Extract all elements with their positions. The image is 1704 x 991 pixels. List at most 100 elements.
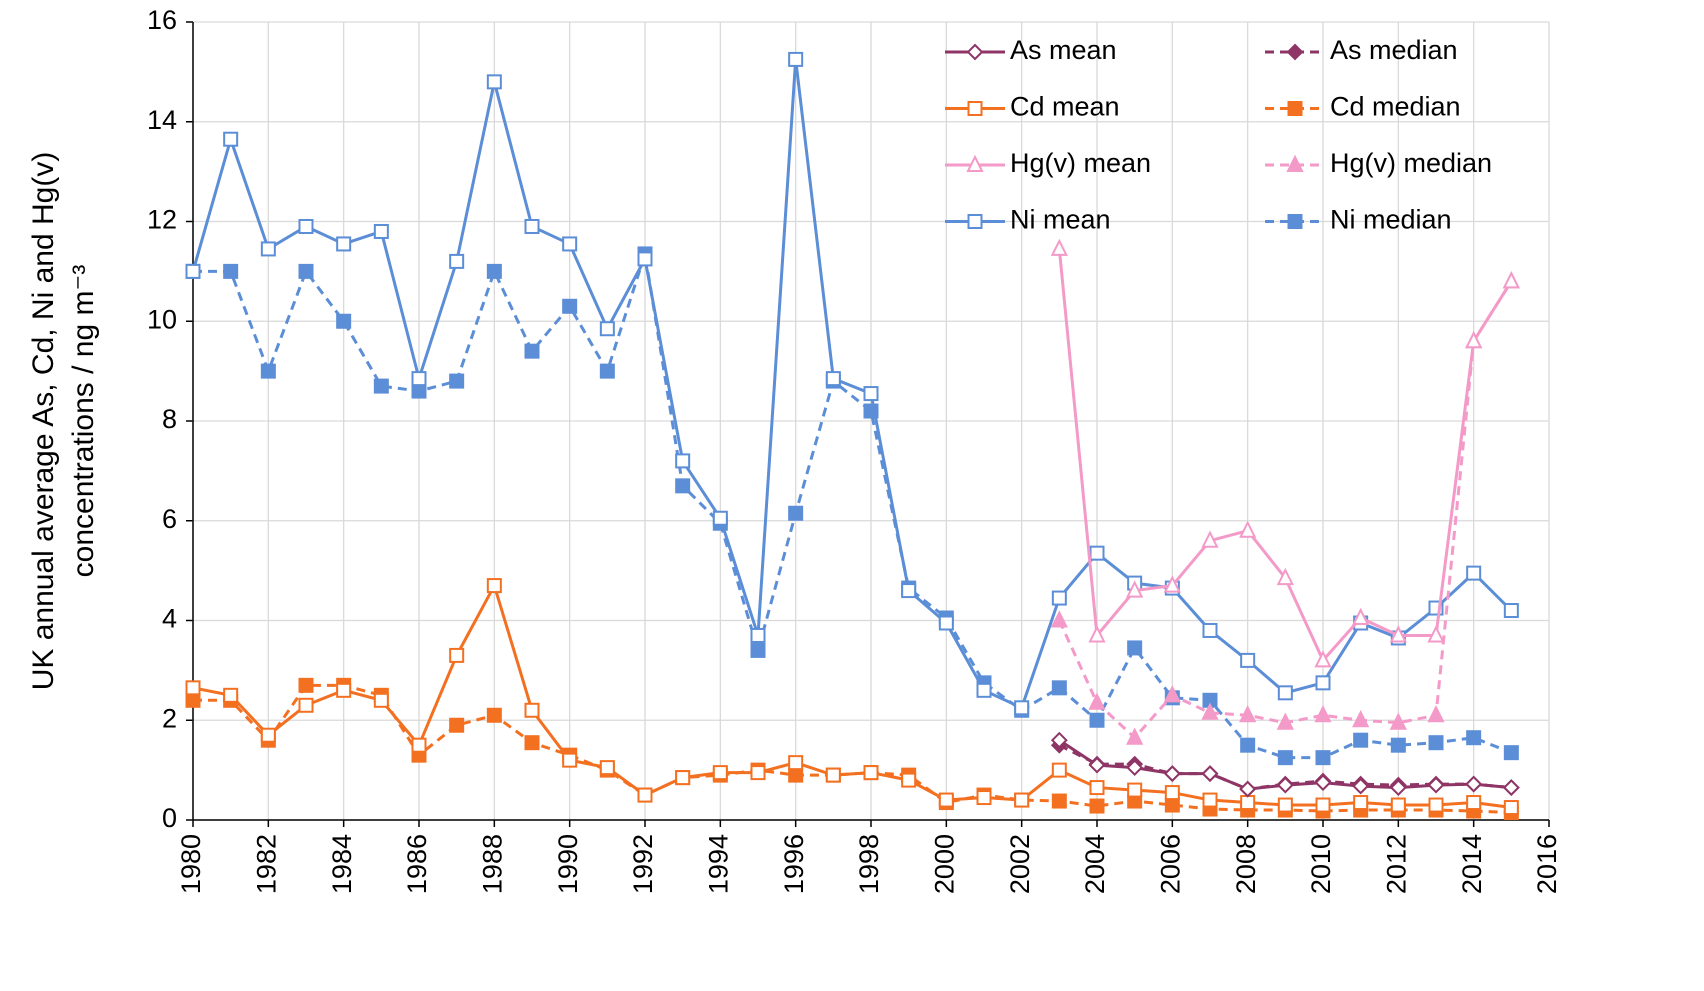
point	[901, 772, 917, 788]
point	[1201, 702, 1219, 720]
point	[223, 131, 239, 147]
point	[750, 642, 766, 658]
point	[1314, 705, 1332, 723]
legend-label: Cd mean	[1010, 92, 1120, 122]
point	[298, 677, 314, 693]
series-line	[192, 581, 1512, 810]
legend-marker	[1287, 101, 1303, 116]
point	[1051, 680, 1067, 696]
point	[1277, 750, 1293, 766]
point	[1427, 776, 1445, 794]
point	[675, 453, 691, 469]
point	[1089, 545, 1105, 561]
x-tick-label: 2002	[1005, 834, 1035, 894]
point	[788, 51, 804, 67]
point	[449, 373, 465, 389]
point	[1315, 797, 1331, 813]
point	[1240, 795, 1256, 811]
point	[712, 510, 728, 526]
point	[599, 760, 615, 776]
point	[976, 682, 992, 698]
legend-marker	[1286, 43, 1304, 61]
legend-marker	[966, 43, 984, 61]
point	[1466, 565, 1482, 581]
point	[1089, 780, 1105, 796]
point	[1050, 731, 1068, 749]
point	[1352, 777, 1370, 795]
point	[223, 687, 239, 703]
point	[373, 223, 389, 239]
point	[1465, 330, 1483, 349]
point	[750, 627, 766, 643]
point	[185, 263, 201, 279]
point	[1201, 530, 1219, 548]
point	[1389, 712, 1407, 730]
point	[1277, 685, 1293, 701]
point	[1353, 795, 1369, 811]
point	[298, 263, 314, 279]
point	[675, 478, 691, 494]
point	[825, 371, 841, 387]
point	[260, 727, 276, 743]
point	[1126, 759, 1144, 777]
x-tick-label: 1996	[779, 834, 809, 894]
y-tick-label: 10	[147, 304, 177, 334]
point	[185, 680, 201, 696]
point	[863, 765, 879, 781]
point	[298, 218, 314, 234]
y-tick-label: 12	[147, 205, 177, 235]
point	[486, 74, 502, 90]
point	[1428, 797, 1444, 813]
point	[1240, 652, 1256, 668]
legend-label: Hg(v) mean	[1010, 148, 1151, 178]
series-line	[1057, 280, 1513, 740]
point	[373, 692, 389, 708]
point	[1314, 650, 1332, 668]
legend-label: As median	[1330, 35, 1458, 65]
point	[1089, 712, 1105, 728]
x-tick-label: 2010	[1306, 834, 1336, 894]
x-tick-label: 1986	[402, 834, 432, 894]
point	[449, 717, 465, 733]
point	[486, 707, 502, 723]
point	[1315, 675, 1331, 691]
x-tick-label: 2008	[1231, 834, 1261, 894]
point	[1466, 795, 1482, 811]
point	[1239, 705, 1257, 723]
y-tick-label: 8	[162, 404, 177, 434]
point	[675, 770, 691, 786]
point	[336, 682, 352, 698]
point	[486, 263, 502, 279]
point	[1164, 797, 1180, 813]
point	[938, 615, 954, 631]
point	[1088, 692, 1106, 710]
point	[1503, 745, 1519, 761]
point	[1389, 779, 1407, 796]
point	[524, 343, 540, 359]
series-line	[1057, 248, 1513, 664]
y-axis-label: concentrations / ng m⁻³	[67, 265, 100, 578]
x-tick-label: 1988	[477, 834, 507, 894]
point	[411, 737, 427, 753]
x-tick-label: 2004	[1080, 834, 1110, 894]
point	[336, 236, 352, 252]
point	[599, 321, 615, 337]
point	[637, 251, 653, 267]
point	[1276, 567, 1294, 586]
point	[788, 505, 804, 521]
x-tick-label: 1980	[176, 834, 206, 894]
point	[1427, 625, 1445, 643]
point	[1502, 779, 1520, 796]
point	[1089, 798, 1105, 814]
point	[1050, 610, 1068, 628]
point	[1126, 727, 1144, 745]
point	[1163, 575, 1181, 593]
point	[788, 767, 804, 783]
point	[1277, 797, 1293, 813]
point	[1390, 797, 1406, 813]
point	[1240, 737, 1256, 753]
point	[1503, 800, 1519, 816]
x-tick-label: 2006	[1155, 834, 1185, 894]
x-tick-label: 2016	[1532, 834, 1562, 894]
